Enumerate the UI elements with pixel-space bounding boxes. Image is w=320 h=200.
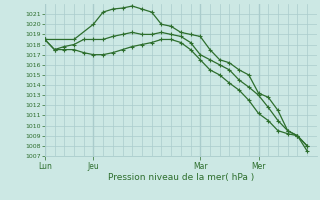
X-axis label: Pression niveau de la mer( hPa ): Pression niveau de la mer( hPa ) [108, 173, 254, 182]
